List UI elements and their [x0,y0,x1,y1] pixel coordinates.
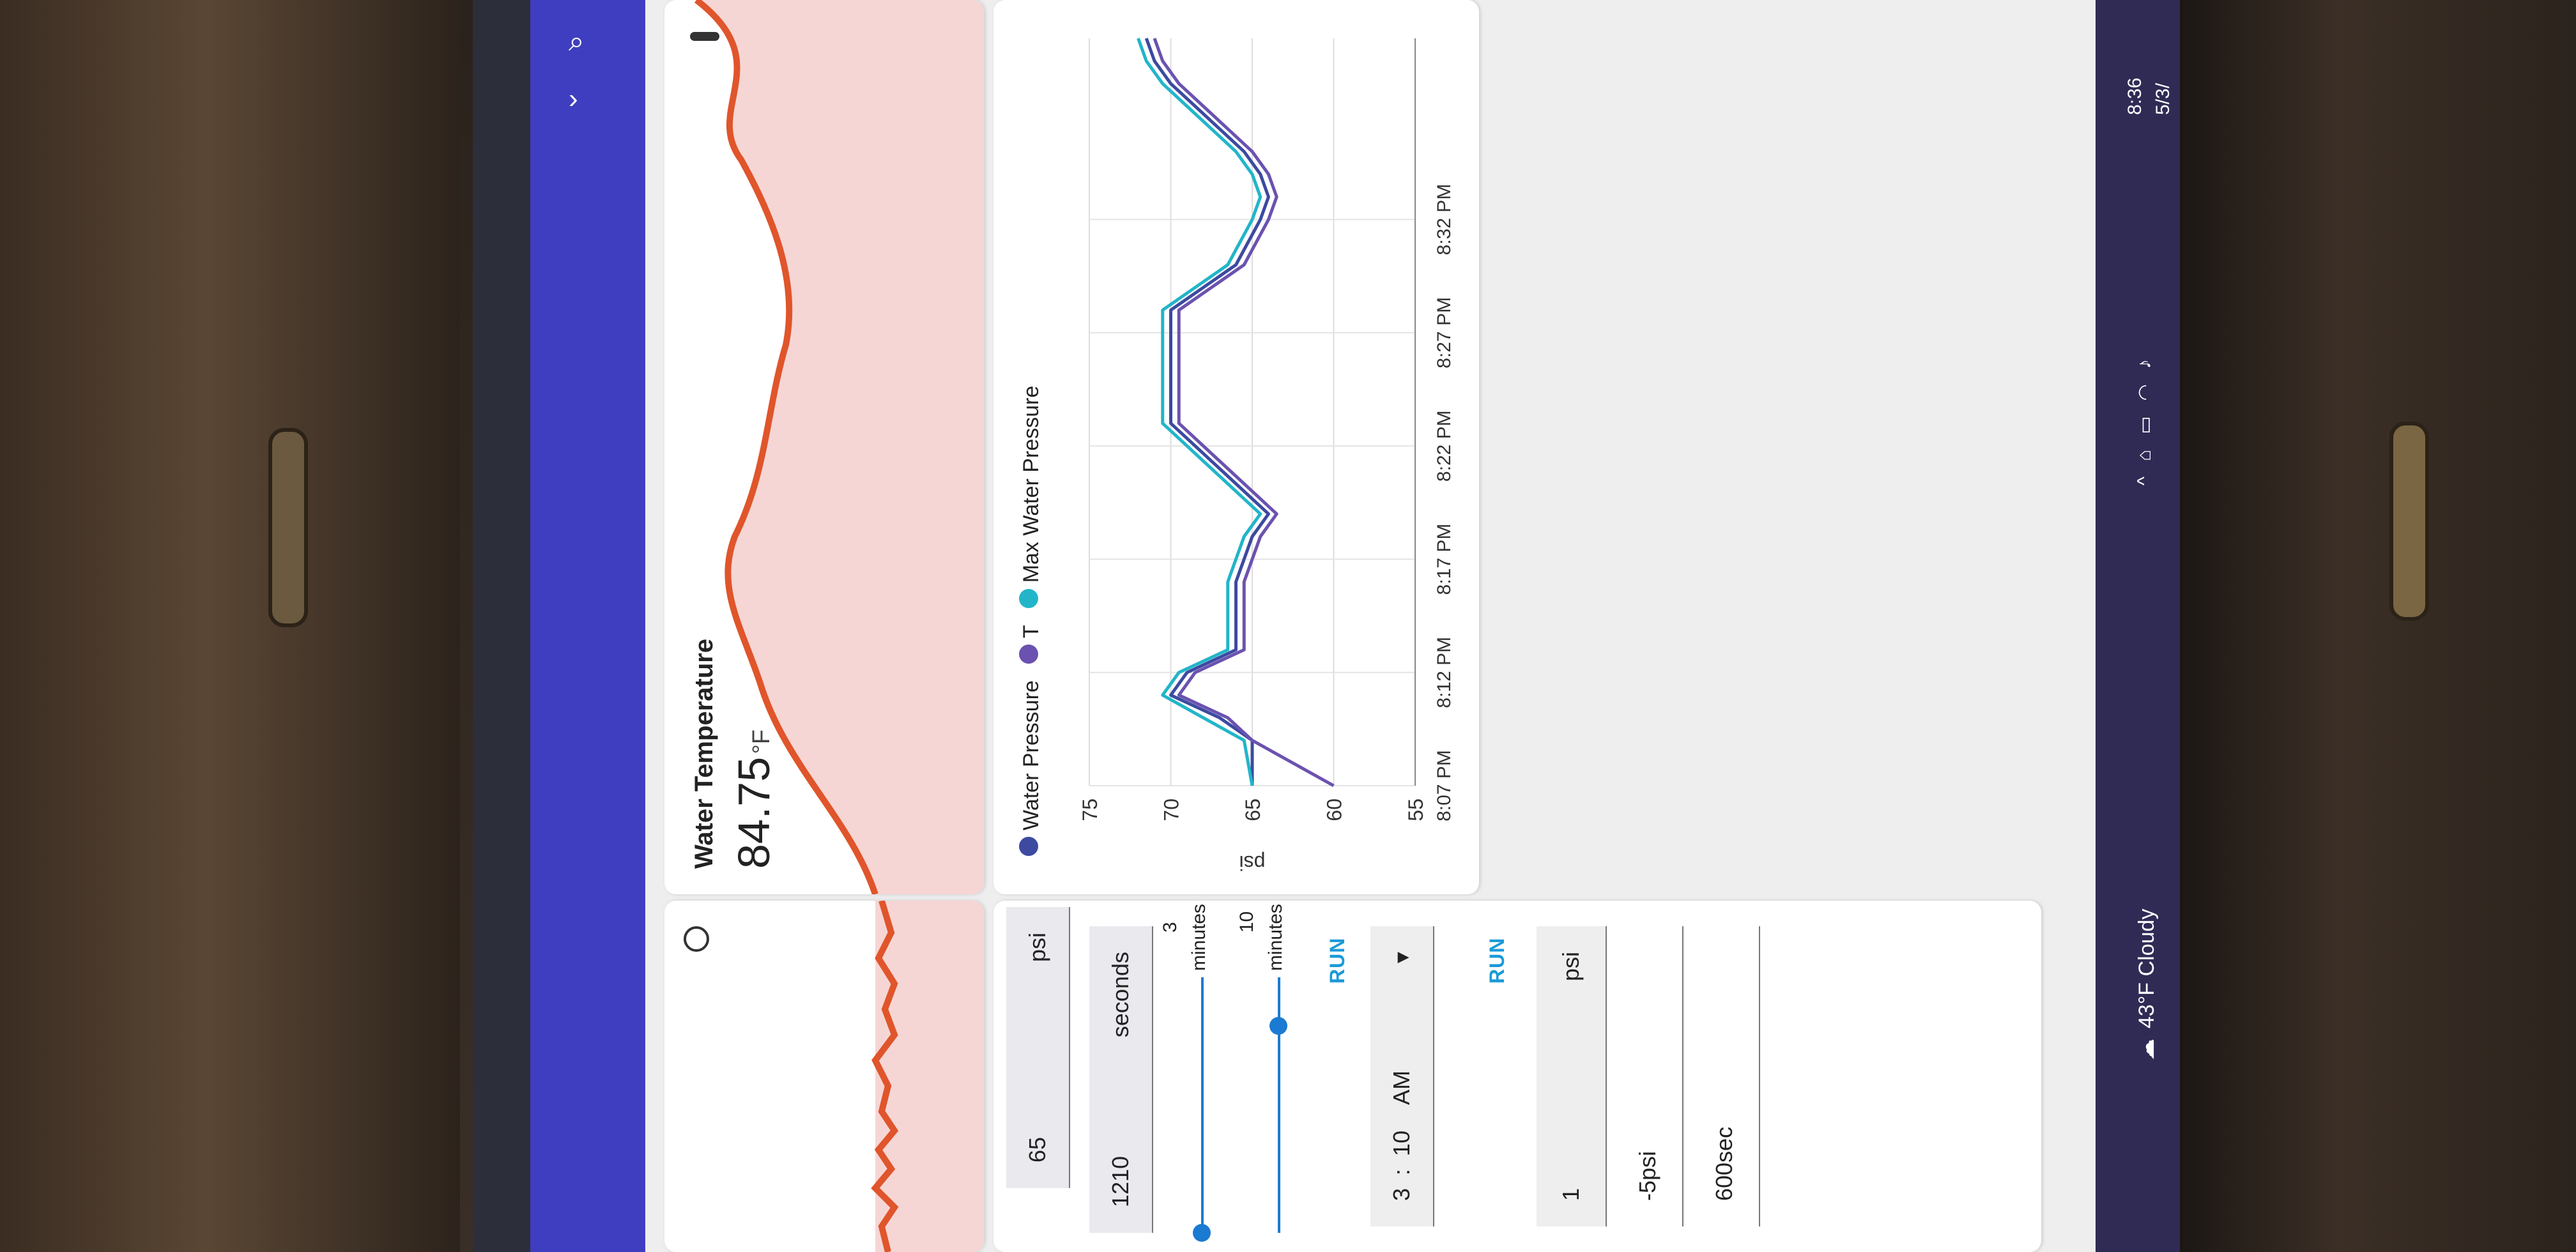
y-tick-label: 60 [1323,798,1346,821]
y-tick-label: 75 [1078,798,1101,821]
interval-value: 600 [1711,1162,1737,1201]
sparkline-left [871,901,984,1252]
duration-field[interactable]: 1210 seconds [1089,926,1153,1233]
offset-positive-value: 1 [1558,1187,1584,1201]
chevron-icon[interactable]: › [569,83,578,114]
run-button-1[interactable]: RUN [1326,937,1349,984]
x-tick-label: 8:07 PM [1434,750,1455,821]
slider-thumb-2[interactable] [1269,1017,1287,1035]
volume-icon[interactable]: ♪ [2134,359,2155,369]
offset-positive-field[interactable]: 1 psi [1537,926,1607,1226]
x-tick-label: 8:27 PM [1434,297,1455,369]
weather-widget[interactable]: ☁ 43°F Cloudy [2134,909,2159,1060]
pressure-chart: 55 60 65 70 75 8:07 PM 8:12 PM 8:17 PM 8:22 PM 8:… [1078,38,1455,874]
y-tick-label: 65 [1241,798,1264,821]
network-icon[interactable]: ⌂ [2134,449,2155,461]
x-tick-label: 8:32 PM [1434,184,1455,256]
series-line [1137,38,1262,786]
slider-2-unit: minutes [1265,903,1286,971]
monitor-bezel-right [2180,0,2576,1252]
controls-card: 65 psi 1210 seconds 3 minutes 10 minutes [993,901,2041,1252]
dashboard-rotated-layer: Water Temperature 84.75 °F 65 ps [645,0,2096,1252]
wifi-icon[interactable]: ◠ [2135,384,2156,401]
dashboard-content: Water Temperature 84.75 °F 65 ps [645,0,2096,1252]
slider-2-value: 10 [1236,911,1257,933]
app-header: ⌕ › [530,0,645,1252]
pressure-setpoint-field[interactable]: 65 psi [1006,907,1070,1188]
y-tick-label: 55 [1404,798,1427,821]
cloud-icon: ☁ [2135,1039,2159,1060]
battery-icon[interactable]: ▭ [2135,416,2156,434]
monitor-bezel-left [0,0,460,1252]
time-picker[interactable]: 3 : 10 AM ▾ [1370,926,1434,1226]
weather-text: 43°F Cloudy [2134,908,2159,1028]
dropdown-chevron-icon[interactable]: ▾ [1388,952,1414,964]
browser-toolbar [473,0,530,1252]
slider-track-2[interactable] [1278,977,1280,1233]
time-minute[interactable]: 10 [1388,1130,1414,1156]
search-icon[interactable]: ⌕ [569,26,585,57]
water-temperature-card: Water Temperature 84.75 °F [664,0,984,894]
series-line [1153,38,1335,788]
series-line [1144,38,1270,786]
chevron-up-icon[interactable]: ^ [2134,476,2155,485]
sparkline-card [664,901,984,1252]
offset-negative-value: -5 [1634,1180,1660,1201]
clock-date: 5/3/ [2152,82,2174,115]
slider-1-unit: minutes [1188,903,1209,971]
duration-value: 1210 [1107,1156,1133,1207]
offset-negative-unit: psi [1634,1150,1660,1180]
time-separator: : [1388,1168,1414,1175]
clock[interactable]: 8:36 5/3/ [2121,78,2177,115]
monitor-hinge-right [2389,422,2429,621]
x-tick-label: 8:22 PM [1434,410,1455,482]
slider-track-1[interactable] [1201,977,1204,1233]
monitor-hinge-left [268,428,308,627]
pressure-setpoint-unit: psi [1024,933,1050,963]
screen: ⌕ › Water Temperature 84.75 [473,0,2287,1252]
system-tray: ^ ⌂ ▭ ◠ ♪ [2134,359,2156,485]
slider-1-value: 3 [1160,922,1181,933]
clock-time: 8:36 [2124,77,2145,115]
time-ampm[interactable]: AM [1388,1070,1414,1105]
offset-negative-field[interactable]: -5 psi [1613,926,1683,1226]
interval-field[interactable]: 600 sec [1690,926,1760,1226]
duration-unit: seconds [1107,952,1133,1038]
run-button-2[interactable]: RUN [1485,937,1508,984]
interval-unit: sec [1711,1126,1737,1163]
temperature-sparkline [694,0,984,894]
pressure-chart-card: Water Pressure T Max Water Pressure 55 60… [993,0,1479,894]
time-hour[interactable]: 3 [1388,1187,1414,1201]
x-tick-label: 8:17 PM [1434,524,1455,595]
y-tick-label: 70 [1160,798,1183,821]
slider-thumb-1[interactable] [1193,1224,1211,1242]
pressure-setpoint-value: 65 [1024,1136,1050,1163]
y-axis-label: psi [1239,851,1266,874]
offset-positive-unit: psi [1558,952,1584,982]
x-tick-label: 8:12 PM [1434,637,1455,708]
